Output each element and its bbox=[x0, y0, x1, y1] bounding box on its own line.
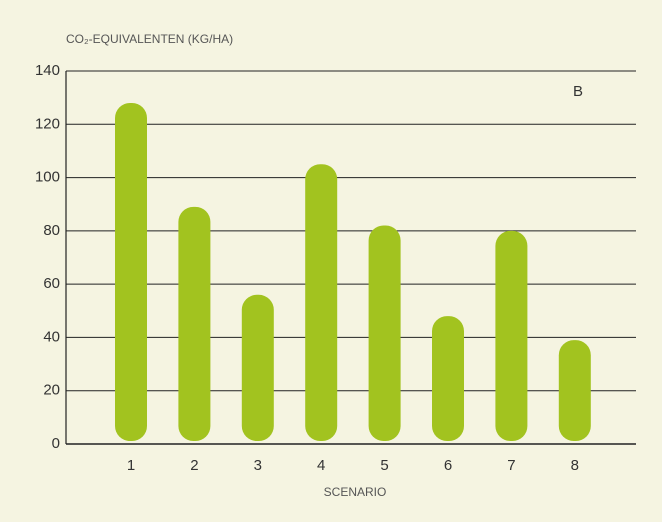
bar bbox=[495, 230, 528, 441]
y-tick-label: 20 bbox=[43, 382, 60, 399]
bar bbox=[368, 225, 401, 441]
x-tick-label: 1 bbox=[127, 457, 135, 474]
x-tick-label: 5 bbox=[380, 457, 388, 474]
annotation: B bbox=[573, 83, 583, 100]
bar bbox=[115, 102, 147, 441]
x-axis-label: SCENARIO bbox=[324, 485, 387, 499]
y-tick-label: 120 bbox=[35, 115, 60, 132]
bar bbox=[305, 164, 338, 441]
y-tick-label: 100 bbox=[35, 169, 60, 186]
bar bbox=[241, 294, 274, 441]
x-tick-label: 7 bbox=[507, 457, 515, 474]
y-tick-label: 140 bbox=[35, 62, 60, 79]
y-tick-label: 40 bbox=[43, 328, 60, 345]
x-tick-label: 2 bbox=[190, 457, 198, 474]
x-tick-label: 6 bbox=[444, 457, 452, 474]
bar bbox=[178, 206, 211, 441]
x-tick-label: 8 bbox=[571, 457, 579, 474]
y-tick-label: 80 bbox=[43, 222, 60, 239]
x-tick-label: 3 bbox=[254, 457, 262, 474]
x-tick-label: 4 bbox=[317, 457, 325, 474]
bar bbox=[432, 316, 464, 441]
bar bbox=[558, 340, 591, 441]
y-tick-label: 60 bbox=[43, 275, 60, 292]
y-axis-label: CO₂-EQUIVALENTEN (KG/HA) bbox=[66, 32, 233, 46]
y-tick-label: 0 bbox=[52, 435, 60, 452]
